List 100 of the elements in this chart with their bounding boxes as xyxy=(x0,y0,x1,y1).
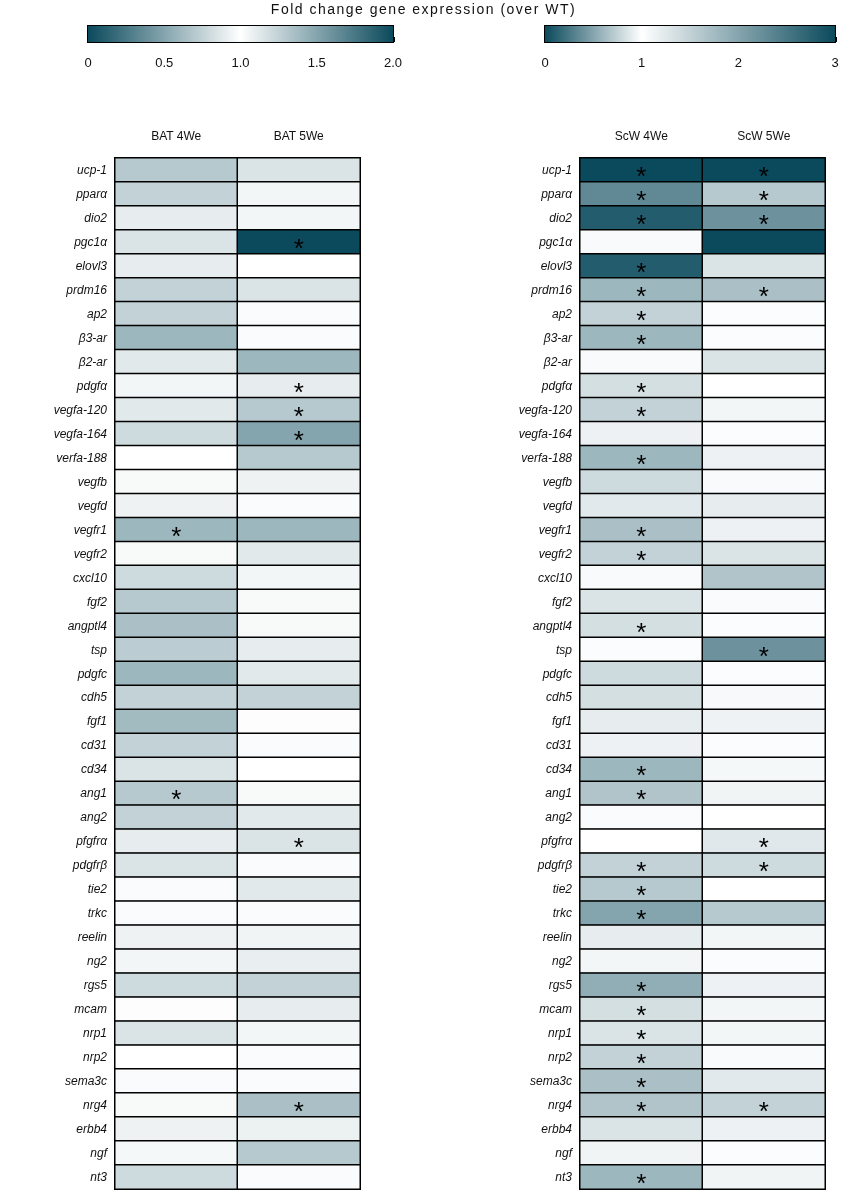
y-tick-label: pfgfrα xyxy=(75,834,109,849)
y-tick-label: nrp1 xyxy=(547,1026,572,1041)
y-tick-label: pdgfc xyxy=(76,666,107,681)
y-tick-label: vegfa-164 xyxy=(518,426,573,441)
y-tick-label: pdgfrβ xyxy=(71,858,108,873)
x-tick-label: ScW 4We xyxy=(614,129,669,143)
y-tick-label: reelin xyxy=(77,930,108,945)
y-tick-label: nt3 xyxy=(555,1170,573,1185)
y-tick-label: pparα xyxy=(540,186,574,201)
y-tick-label: ngf xyxy=(555,1146,574,1161)
y-tick-label: nrp1 xyxy=(82,1026,107,1041)
y-tick-label: sema3c xyxy=(529,1074,572,1089)
y-tick-label: reelin xyxy=(542,930,573,945)
y-tick-label: ang1 xyxy=(545,786,572,801)
y-tick-label: vegfr1 xyxy=(73,522,107,537)
y-tick-label: fgf1 xyxy=(86,714,107,729)
y-tick-label: tie2 xyxy=(552,882,573,897)
y-tick-label: vegfd xyxy=(542,498,573,513)
color-bar-label: 1.5 xyxy=(307,55,326,70)
y-tick-label: vegfd xyxy=(77,498,108,513)
y-tick-label: pdgfrβ xyxy=(536,858,573,873)
y-tick-label: prdm16 xyxy=(65,282,108,297)
y-tick-label: fgf2 xyxy=(551,594,573,609)
y-tick-label: ng2 xyxy=(551,954,573,969)
color-bar-label: 0.5 xyxy=(155,55,174,70)
data-label: * xyxy=(171,784,182,815)
y-tick-label: sema3c xyxy=(64,1074,107,1089)
data-label: * xyxy=(758,640,769,671)
data-label: * xyxy=(171,520,182,551)
data-label: * xyxy=(293,1096,304,1127)
y-tick-label: β3-ar xyxy=(542,330,573,345)
y-tick-label: vegfa-120 xyxy=(518,402,573,417)
y-tick-label: nrp2 xyxy=(547,1050,573,1065)
y-tick-label: dio2 xyxy=(549,210,573,225)
y-tick-label: erbb4 xyxy=(76,1122,108,1137)
y-tick-label: verfa-188 xyxy=(521,450,573,465)
y-tick-label: pdgfα xyxy=(75,378,109,393)
y-tick-label: pgc1α xyxy=(538,234,574,249)
y-tick-label: cd31 xyxy=(545,738,572,753)
y-tick-label: vegfr2 xyxy=(73,546,108,561)
y-tick-label: rgs5 xyxy=(548,978,573,993)
y-tick-label: ap2 xyxy=(86,306,108,321)
y-tick-label: β3-ar xyxy=(77,330,108,345)
y-tick-label: pfgfrα xyxy=(540,834,574,849)
data-label: * xyxy=(758,1096,769,1127)
y-tick-label: nrg4 xyxy=(82,1098,108,1113)
y-tick-label: nrp2 xyxy=(82,1050,108,1065)
data-label: * xyxy=(758,280,769,311)
y-tick-label: ap2 xyxy=(551,306,573,321)
y-tick-label: ang1 xyxy=(80,786,107,801)
data-label: * xyxy=(636,616,647,647)
y-tick-label: vegfb xyxy=(77,474,108,489)
y-tick-label: pdgfc xyxy=(541,666,572,681)
text: Fold change gene expression (over WT) xyxy=(269,0,578,18)
data-label: * xyxy=(636,1168,647,1191)
y-tick-label: ng2 xyxy=(86,954,108,969)
y-tick-label: ang2 xyxy=(80,810,108,825)
y-tick-label: ngf xyxy=(90,1146,109,1161)
y-tick-label: vegfr2 xyxy=(538,546,573,561)
color-bar-label: 0 xyxy=(541,55,549,70)
y-tick-label: fgf2 xyxy=(86,594,108,609)
y-tick-label: vegfa-120 xyxy=(53,402,108,417)
y-tick-label: ucp-1 xyxy=(76,162,107,177)
y-tick-label: cxcl10 xyxy=(72,570,108,585)
x-tick-label: ScW 5We xyxy=(737,129,791,143)
y-tick-label: prdm16 xyxy=(530,282,573,297)
y-tick-label: ucp-1 xyxy=(541,162,572,177)
y-tick-label: mcam xyxy=(74,1002,107,1017)
y-tick-label: mcam xyxy=(539,1002,572,1017)
data-label: * xyxy=(636,448,647,479)
y-tick-label: cd31 xyxy=(80,738,107,753)
y-tick-label: trkc xyxy=(87,906,107,921)
color-bar-label: 0 xyxy=(84,55,92,70)
y-tick-label: vegfa-164 xyxy=(53,426,108,441)
y-tick-label: vegfb xyxy=(542,474,573,489)
color-bar-label: 1.0 xyxy=(231,55,250,70)
data-label: * xyxy=(293,832,304,863)
y-tick-label: β2-ar xyxy=(542,354,573,369)
color-bar-label: 1 xyxy=(638,55,646,70)
y-tick-label: trkc xyxy=(552,906,572,921)
y-tick-label: verfa-188 xyxy=(56,450,108,465)
data-label: * xyxy=(293,232,304,263)
y-tick-label: tsp xyxy=(90,642,108,657)
x-tick-label: BAT 5We xyxy=(273,129,325,143)
y-tick-label: erbb4 xyxy=(541,1122,573,1137)
y-tick-label: rgs5 xyxy=(83,978,108,993)
color-bar-label: 3 xyxy=(831,55,839,70)
x-tick-label: BAT 4We xyxy=(151,129,202,143)
y-tick-label: nrg4 xyxy=(547,1098,573,1113)
color-bar-label: 2.0 xyxy=(383,55,403,70)
y-tick-label: elovl3 xyxy=(540,258,573,273)
y-tick-label: nt3 xyxy=(90,1170,108,1185)
y-tick-label: cdh5 xyxy=(80,690,108,705)
y-tick-label: dio2 xyxy=(84,210,108,225)
y-tick-label: tie2 xyxy=(87,882,108,897)
y-tick-label: cdh5 xyxy=(545,690,573,705)
y-tick-label: elovl3 xyxy=(75,258,108,273)
y-tick-label: β2-ar xyxy=(77,354,108,369)
y-tick-label: pgc1α xyxy=(73,234,109,249)
y-tick-label: pparα xyxy=(75,186,109,201)
